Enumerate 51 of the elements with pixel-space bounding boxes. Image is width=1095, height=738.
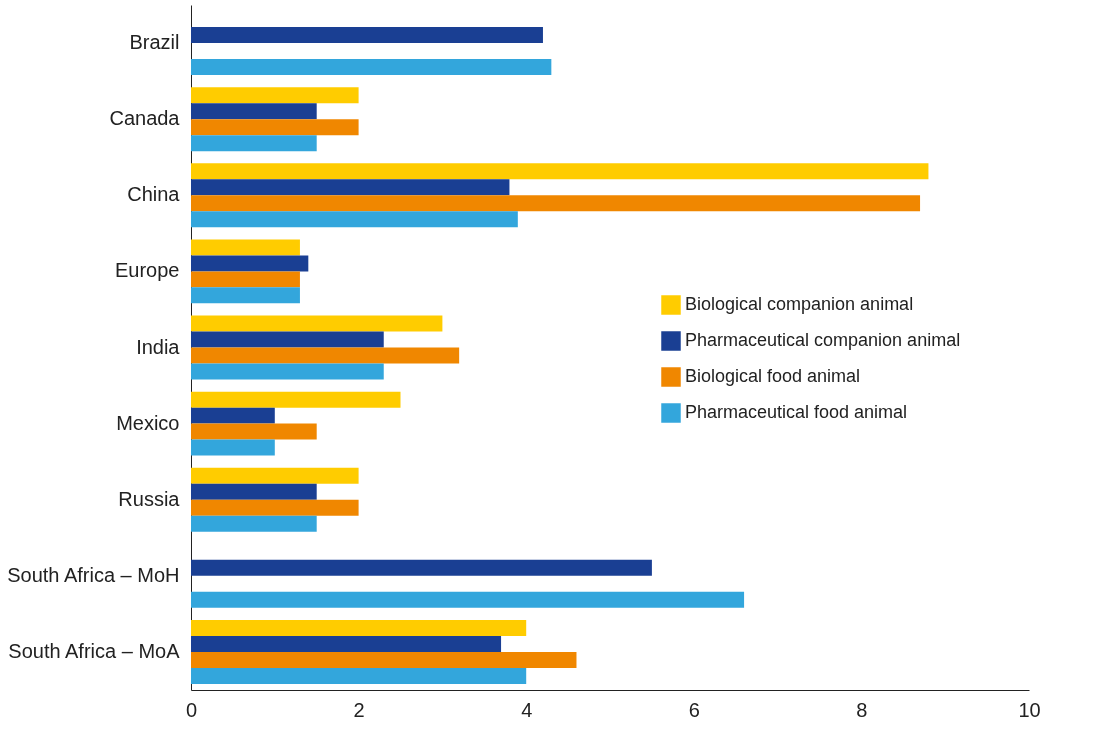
y-tick-label: India (136, 335, 181, 358)
x-tick-label: 2 (353, 698, 365, 721)
bar (191, 331, 384, 348)
bar (191, 119, 359, 136)
bar (191, 651, 577, 668)
y-tick-label: Brazil (129, 31, 180, 54)
y-tick-label: Mexico (116, 411, 180, 434)
bar (191, 667, 527, 684)
x-tick-label: 0 (185, 698, 198, 721)
bar (191, 559, 652, 576)
bar (191, 59, 552, 76)
bar (191, 287, 300, 304)
bar (191, 391, 401, 408)
y-tick-label: Europe (115, 259, 180, 282)
y-tick-label: Canada (109, 107, 181, 130)
legend-label: Biological companion animal (685, 294, 914, 314)
bar (191, 195, 921, 212)
bar (191, 27, 543, 44)
legend-label: Pharmaceutical food animal (685, 402, 908, 422)
bar (191, 103, 317, 120)
bar (191, 271, 300, 288)
legend-label: Pharmaceutical companion animal (685, 330, 961, 350)
bar (191, 163, 929, 180)
bar (191, 423, 317, 440)
bar (191, 179, 510, 196)
bar (191, 591, 745, 608)
bar (191, 87, 359, 104)
bar (191, 515, 317, 532)
bar (191, 439, 275, 456)
bar (191, 619, 527, 636)
x-tick-label: 8 (856, 698, 868, 721)
x-tick-label: 10 (1018, 698, 1041, 721)
y-tick-label: Russia (118, 487, 181, 510)
bar (191, 239, 300, 256)
y-tick-label: South Africa – MoA (8, 639, 181, 662)
y-tick-label: South Africa – MoH (7, 563, 180, 586)
y-tick-label: China (127, 183, 181, 206)
bar (191, 407, 275, 424)
x-tick-label: 6 (688, 698, 700, 721)
legend-label: Biological food animal (685, 366, 861, 386)
bar (191, 635, 502, 652)
bar (191, 255, 309, 272)
bar (191, 467, 359, 484)
bar (191, 211, 518, 228)
bar (191, 347, 460, 364)
bar (191, 483, 317, 500)
bar (191, 315, 443, 332)
bar (191, 363, 384, 380)
bar (191, 135, 317, 152)
bar (191, 499, 359, 516)
x-tick-label: 4 (521, 698, 533, 721)
